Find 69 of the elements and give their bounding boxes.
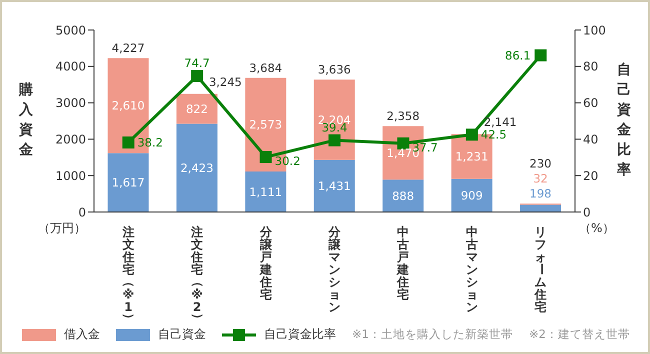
data-label: 2,204 — [318, 112, 351, 127]
data-label: 30.2 — [274, 154, 300, 168]
data-label: 909 — [460, 188, 483, 202]
total-label: 230 — [530, 156, 552, 171]
legend-label: 借入金 — [64, 326, 100, 343]
data-label: 86.1 — [505, 48, 531, 62]
y-tick-label: 5000 — [55, 23, 86, 38]
bar — [245, 172, 286, 212]
x-tick-label: 注文住宅（※1） — [121, 225, 136, 326]
y2-tick-label: 80 — [583, 60, 598, 74]
bar — [176, 124, 218, 212]
data-label: 1,231 — [455, 150, 488, 164]
y2-axis-title: 自己資金比率 — [616, 62, 632, 178]
bar — [314, 80, 355, 160]
total-label: 3,684 — [249, 60, 282, 75]
y2-tick-label: 60 — [583, 96, 598, 110]
point — [397, 137, 410, 150]
point — [466, 128, 478, 141]
data-label: 822 — [186, 102, 208, 116]
y2-tick-label: 100 — [583, 23, 606, 38]
total-label: 2,358 — [386, 109, 420, 124]
data-label: 42.5 — [480, 128, 507, 142]
point — [122, 136, 134, 148]
bar — [382, 180, 424, 212]
data-label: 32 — [533, 172, 548, 186]
point — [328, 134, 340, 146]
y-tick-label: 2000 — [55, 132, 86, 146]
text: ※2：建て替え世帯 — [528, 327, 630, 342]
x-tick-label: 中古マンション — [464, 225, 478, 314]
y2-tick-label: 40 — [583, 132, 598, 146]
data-label: 1,111 — [249, 184, 282, 199]
data-label: 1,431 — [318, 178, 351, 193]
bar — [314, 160, 355, 212]
data-label: 2,423 — [180, 160, 214, 175]
data-label: 2,573 — [249, 118, 282, 132]
data-label: 2,610 — [112, 98, 145, 113]
point — [191, 70, 204, 82]
y2-tick-label: 20 — [583, 168, 598, 183]
data-label: 1,617 — [112, 176, 145, 190]
x-tick-label: 注文住宅（※2） — [190, 225, 205, 326]
bar — [451, 178, 492, 212]
y-tick-label: 0 — [78, 205, 86, 220]
point — [534, 49, 547, 62]
y-tick-label: 3000 — [55, 96, 86, 110]
data-label: 888 — [392, 188, 414, 203]
y2-tick-label: 0 — [583, 205, 591, 220]
point — [260, 151, 272, 164]
x-tick-label: 中古戸建住宅 — [396, 225, 410, 302]
total-label: 3,245 — [208, 74, 242, 89]
y-axis-title: 購入資金 — [18, 82, 34, 158]
text: ※1：土地を購入した新築世帯 — [352, 327, 513, 342]
data-label: 198 — [530, 186, 552, 201]
y-tick-label: 1000 — [55, 168, 86, 183]
data-label: 74.7 — [184, 56, 210, 70]
legend-label: 自己資金 — [158, 326, 206, 343]
x-tick-label: 分譲戸建住宅 — [258, 225, 273, 302]
bar — [520, 204, 562, 212]
y-tick-label: 4000 — [55, 60, 86, 74]
text: （%） — [579, 221, 614, 235]
total-label: 2,141 — [484, 115, 517, 130]
total-label: 4,227 — [112, 41, 145, 56]
bar — [176, 94, 218, 124]
legend-label: 自己資金比率 — [264, 326, 336, 343]
bar — [108, 153, 149, 212]
x-tick-label: リフォーム住宅 — [534, 225, 548, 314]
x-tick-label: 分譲マンション — [328, 225, 342, 314]
total-label: 3,636 — [318, 62, 351, 77]
text: （万円） — [38, 221, 86, 235]
data-label: 38.2 — [137, 135, 163, 150]
